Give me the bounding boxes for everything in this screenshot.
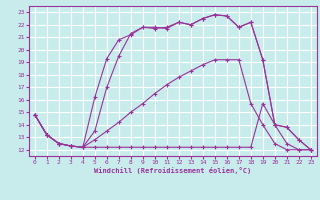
- X-axis label: Windchill (Refroidissement éolien,°C): Windchill (Refroidissement éolien,°C): [94, 167, 252, 174]
